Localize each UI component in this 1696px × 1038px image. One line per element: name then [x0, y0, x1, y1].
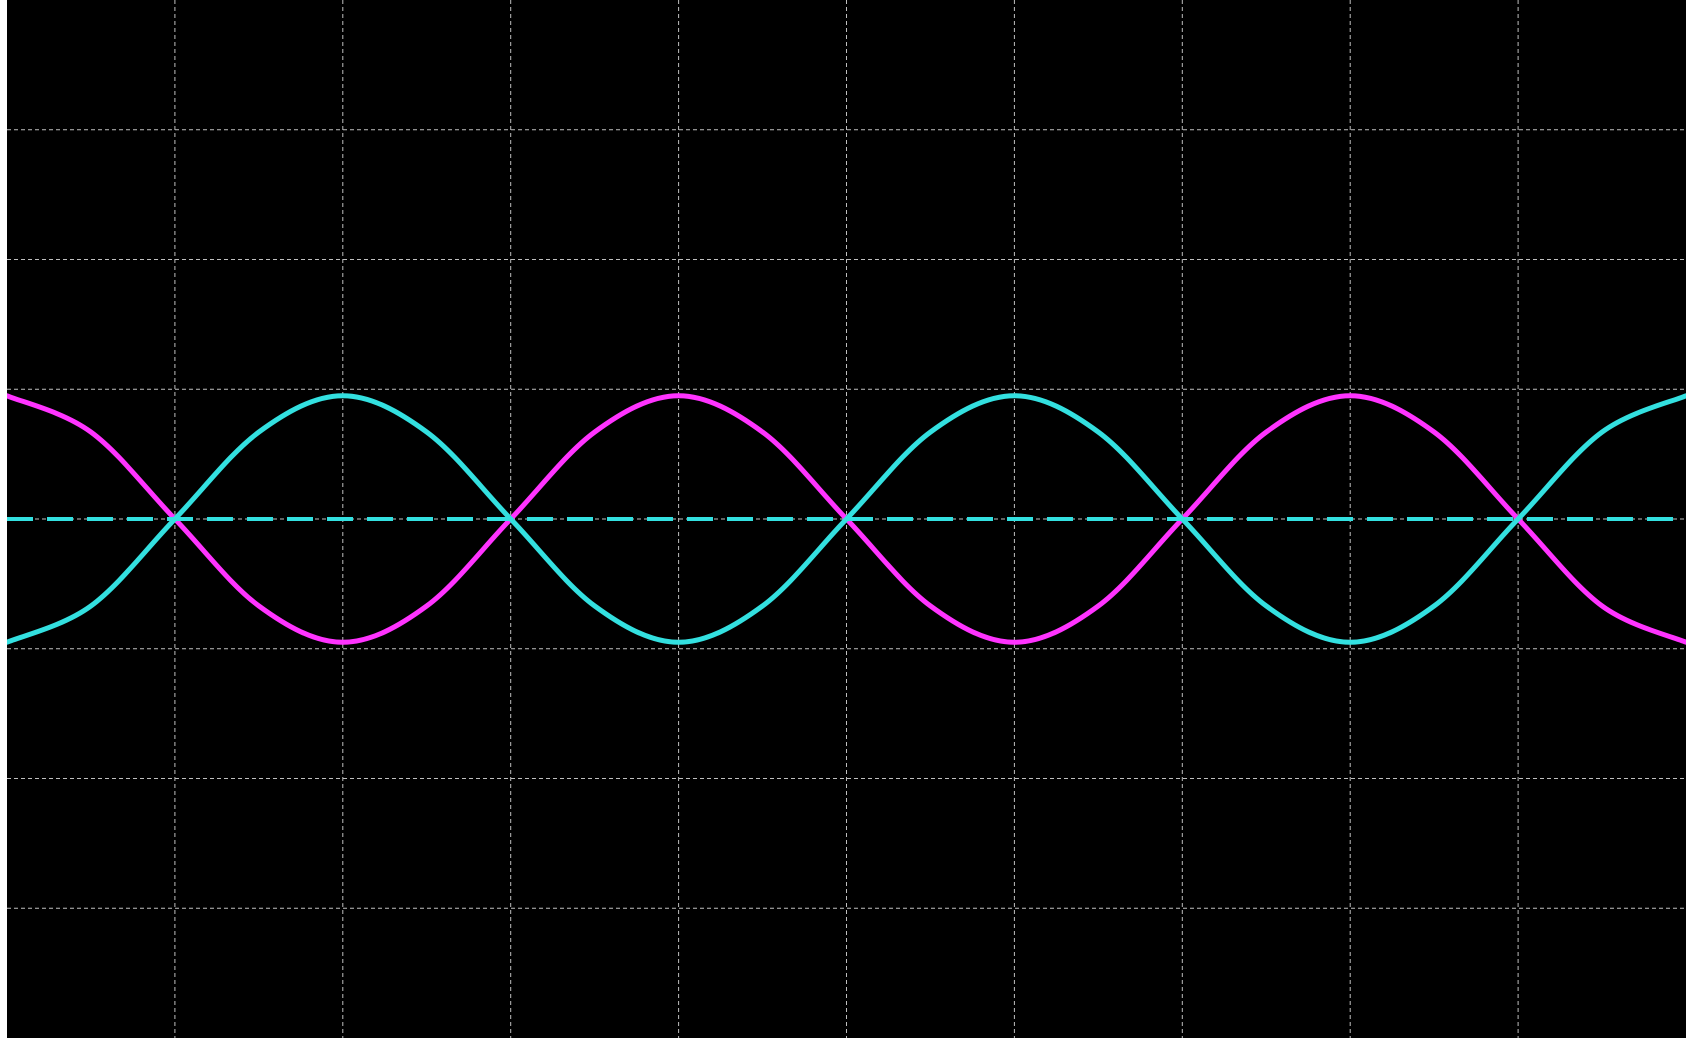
series-line-2	[7, 393, 1686, 645]
series-layer	[7, 393, 1686, 645]
oscilloscope-screen	[7, 0, 1686, 1038]
waveform-chart	[7, 0, 1686, 1038]
